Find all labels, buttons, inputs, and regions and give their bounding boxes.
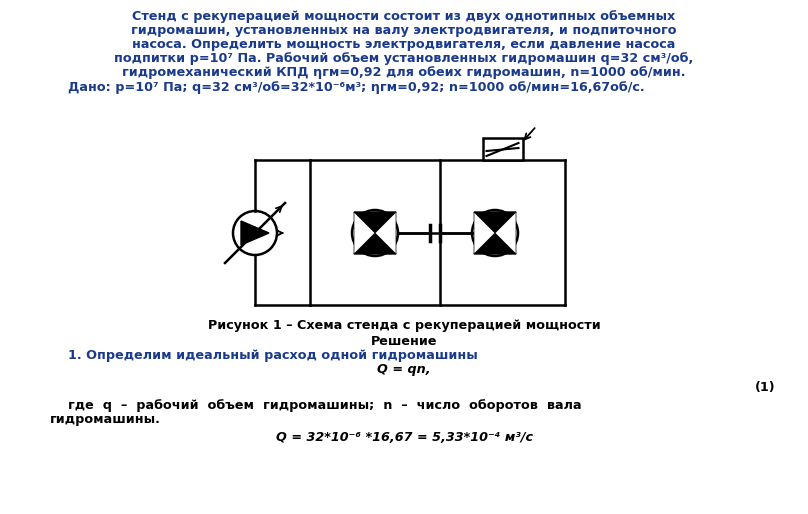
Polygon shape: [241, 221, 269, 245]
Polygon shape: [495, 212, 516, 254]
Text: гидромеханический КПД ηгм=0,92 для обеих гидромашин, n=1000 об/мин.: гидромеханический КПД ηгм=0,92 для обеих…: [122, 66, 686, 79]
Text: гидромашины.: гидромашины.: [50, 413, 161, 426]
Text: 1. Определим идеальный расход одной гидромашины: 1. Определим идеальный расход одной гидр…: [50, 349, 478, 362]
Text: подпитки р=10⁷ Па. Рабочий объем установленных гидромашин q=32 см³/об,: подпитки р=10⁷ Па. Рабочий объем установ…: [115, 52, 693, 65]
Text: (1): (1): [755, 381, 775, 394]
Text: Дано: р=10⁷ Па; q=32 см³/об=32*10⁻⁶м³; ηгм=0,92; n=1000 об/мин=16,67об/с.: Дано: р=10⁷ Па; q=32 см³/об=32*10⁻⁶м³; η…: [50, 81, 645, 94]
Text: насоса. Определить мощность электродвигателя, если давление насоса: насоса. Определить мощность электродвига…: [133, 38, 675, 51]
Text: Стенд с рекуперацией мощности состоит из двух однотипных объемных: Стенд с рекуперацией мощности состоит из…: [133, 10, 675, 23]
Polygon shape: [375, 212, 396, 254]
Text: где  q  –  рабочий  объем  гидромашины;  n  –  число  оборотов  вала: где q – рабочий объем гидромашины; n – ч…: [50, 399, 582, 412]
Polygon shape: [354, 212, 375, 254]
Polygon shape: [354, 233, 396, 254]
Polygon shape: [474, 212, 516, 233]
Text: гидромашин, установленных на валу электродвигателя, и подпиточного: гидромашин, установленных на валу электр…: [131, 24, 677, 37]
Text: Рисунок 1 – Схема стенда с рекуперацией мощности: Рисунок 1 – Схема стенда с рекуперацией …: [208, 319, 600, 332]
Polygon shape: [354, 212, 396, 233]
Text: Q = 32*10⁻⁶ *16,67 = 5,33*10⁻⁴ м³/с: Q = 32*10⁻⁶ *16,67 = 5,33*10⁻⁴ м³/с: [276, 431, 532, 444]
Text: Q = qn,: Q = qn,: [377, 363, 431, 376]
Text: Решение: Решение: [371, 335, 437, 348]
Polygon shape: [474, 233, 516, 254]
Bar: [482, 138, 523, 160]
Polygon shape: [474, 212, 495, 254]
